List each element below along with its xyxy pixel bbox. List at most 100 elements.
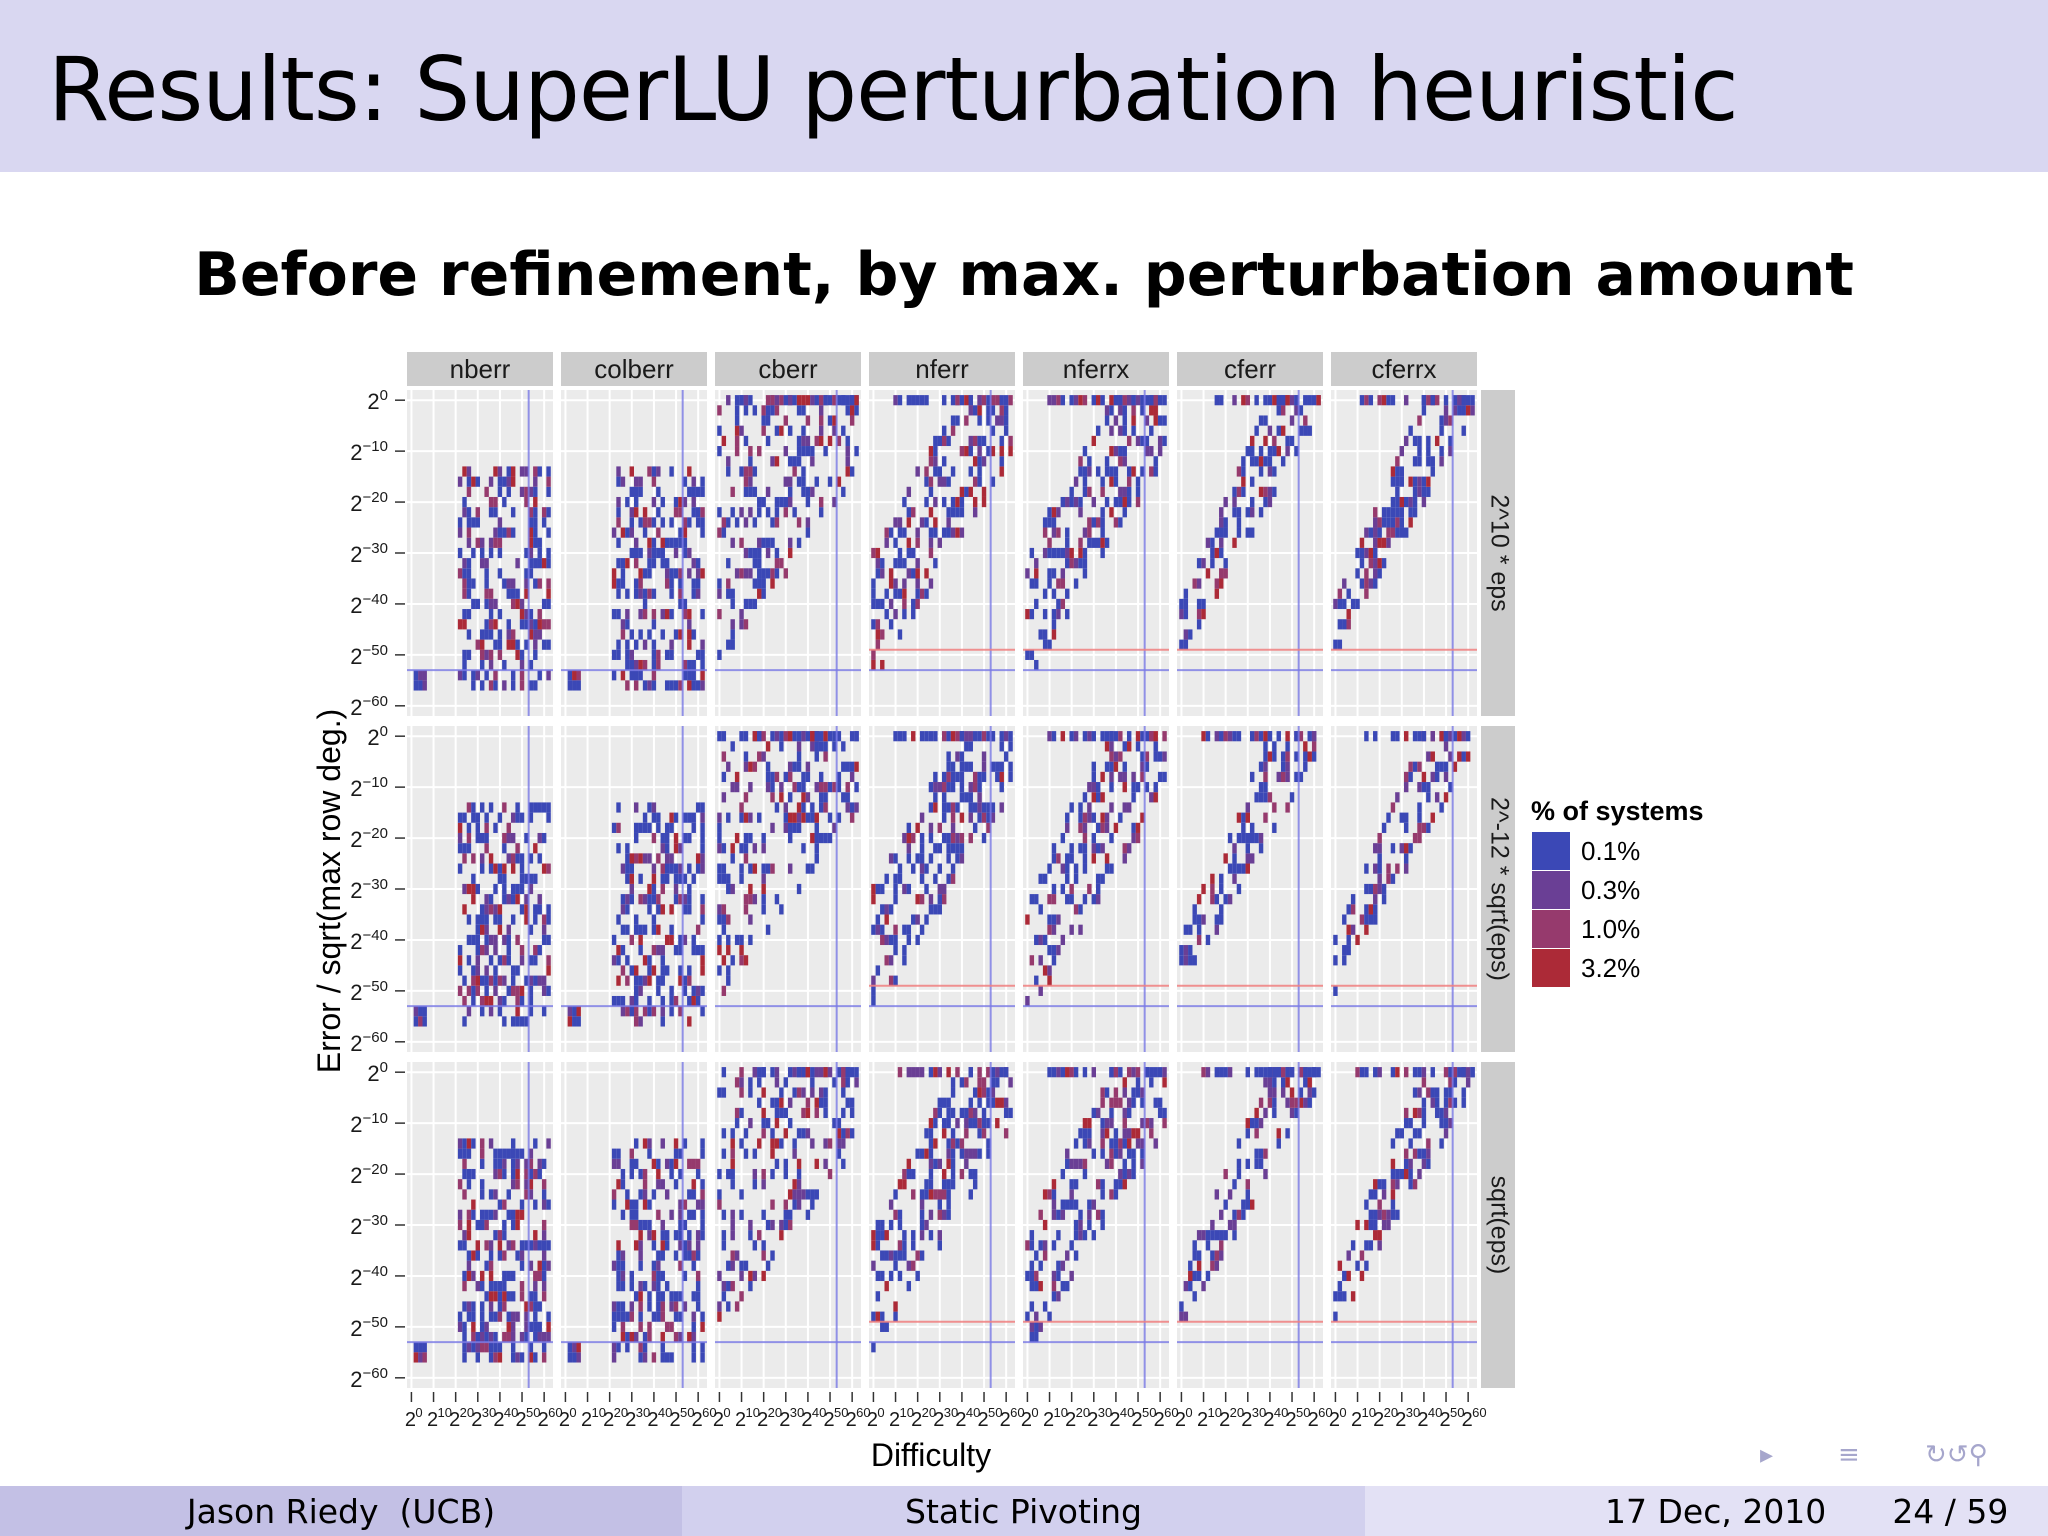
heat-cell [1179, 609, 1184, 620]
heat-cell [893, 1260, 898, 1271]
heat-cell [1051, 894, 1057, 905]
heat-cell [1042, 527, 1048, 538]
heat-cell [1421, 486, 1427, 497]
heat-cell [629, 1199, 634, 1210]
heat-cell [567, 1342, 573, 1353]
heat-cell [1118, 395, 1123, 406]
frame-align-icon[interactable]: ≡ [1838, 1440, 1860, 1470]
heat-cell [986, 395, 991, 406]
heat-cell [488, 609, 494, 620]
heat-cell [1399, 466, 1404, 477]
heat-cell [986, 1148, 991, 1159]
heat-cell [625, 649, 630, 660]
heat-cell [673, 1138, 679, 1149]
heat-cell [1443, 1128, 1449, 1139]
heat-cell [955, 751, 960, 762]
heat-cell [638, 853, 643, 864]
heat-cell [484, 1260, 489, 1271]
heat-cell [1430, 466, 1435, 477]
heat-cell [678, 629, 683, 640]
heat-cell [510, 1219, 516, 1231]
heat-cell [1355, 1260, 1360, 1271]
heat-cell [669, 537, 674, 548]
heat-cell [664, 863, 670, 874]
heat-cell [656, 547, 661, 559]
heat-cell [638, 975, 643, 986]
heat-cell [484, 1291, 489, 1302]
heat-cell [832, 741, 837, 752]
heat-cell [682, 598, 688, 610]
heat-cell [1285, 1097, 1290, 1108]
heat-cell [739, 1291, 744, 1302]
heat-cell [1346, 924, 1351, 935]
heat-cell [888, 568, 894, 579]
x-tick-label: 30 [1098, 1405, 1112, 1420]
heat-cell [497, 1148, 503, 1159]
heat-cell [1390, 476, 1396, 487]
heat-cell [510, 466, 516, 477]
heat-cell [629, 629, 634, 640]
heat-cell [893, 883, 898, 895]
heat-cell [466, 578, 472, 589]
heat-cell [1060, 547, 1066, 559]
heat-cell [849, 1067, 855, 1078]
heat-cell [924, 1219, 929, 1231]
heat-cell [616, 578, 621, 589]
heat-cell [810, 863, 815, 874]
heat-cell [999, 395, 1004, 406]
heat-cell [849, 466, 855, 477]
heat-cell [1373, 1179, 1378, 1190]
heat-cell [770, 782, 775, 793]
heat-cell [528, 1158, 534, 1169]
heat-cell [620, 965, 626, 976]
heat-cell [774, 771, 780, 783]
heat-cell [1047, 975, 1052, 986]
heat-cell [950, 415, 956, 426]
heat-cell [1289, 435, 1295, 447]
heat-cell [739, 1138, 744, 1149]
heat-cell [682, 609, 688, 620]
heat-cell [1395, 863, 1400, 874]
heat-cell [533, 578, 538, 589]
heat-cell [730, 955, 735, 966]
heat-cell [1008, 1077, 1013, 1088]
heat-cell [651, 863, 657, 874]
heat-cell [510, 1321, 516, 1332]
heat-cell [730, 588, 735, 599]
heat-cell [638, 934, 643, 946]
heat-cell [506, 1148, 511, 1159]
heat-cell [691, 1311, 696, 1322]
nav-arrow-icon[interactable]: ▸ [1760, 1440, 1774, 1470]
heat-cell [1122, 1077, 1127, 1088]
search-zoom-icon[interactable]: ↻↺⚲ [1925, 1440, 1988, 1470]
heat-cell [634, 853, 639, 864]
heat-cell [717, 1168, 722, 1180]
heat-cell [1056, 395, 1061, 406]
heat-cell [928, 1138, 934, 1149]
heat-cell [964, 761, 969, 772]
heat-cell [1157, 395, 1163, 406]
facet-strip-label: nferr [915, 354, 969, 384]
heat-cell [959, 792, 965, 803]
heat-cell [810, 812, 815, 823]
heat-cell [528, 1342, 534, 1353]
heat-cell [1294, 771, 1299, 783]
heat-cell [524, 588, 529, 599]
heat-cell [1263, 761, 1268, 772]
heat-cell [462, 578, 467, 589]
heat-cell [915, 914, 920, 925]
heat-cell [1047, 894, 1052, 905]
heat-cell [902, 883, 907, 895]
heat-cell [1232, 843, 1237, 854]
heat-cell [1219, 578, 1224, 589]
heat-cell [1073, 873, 1079, 884]
heat-cell [471, 812, 476, 823]
heat-cell [642, 659, 648, 671]
heat-cell [642, 975, 648, 986]
x-tick-base: 2 [538, 1409, 549, 1431]
heat-cell [1373, 1189, 1378, 1200]
heat-cell [691, 1250, 696, 1261]
heat-cell [765, 547, 771, 559]
heat-cell [915, 853, 920, 864]
heat-cell [893, 1301, 898, 1312]
